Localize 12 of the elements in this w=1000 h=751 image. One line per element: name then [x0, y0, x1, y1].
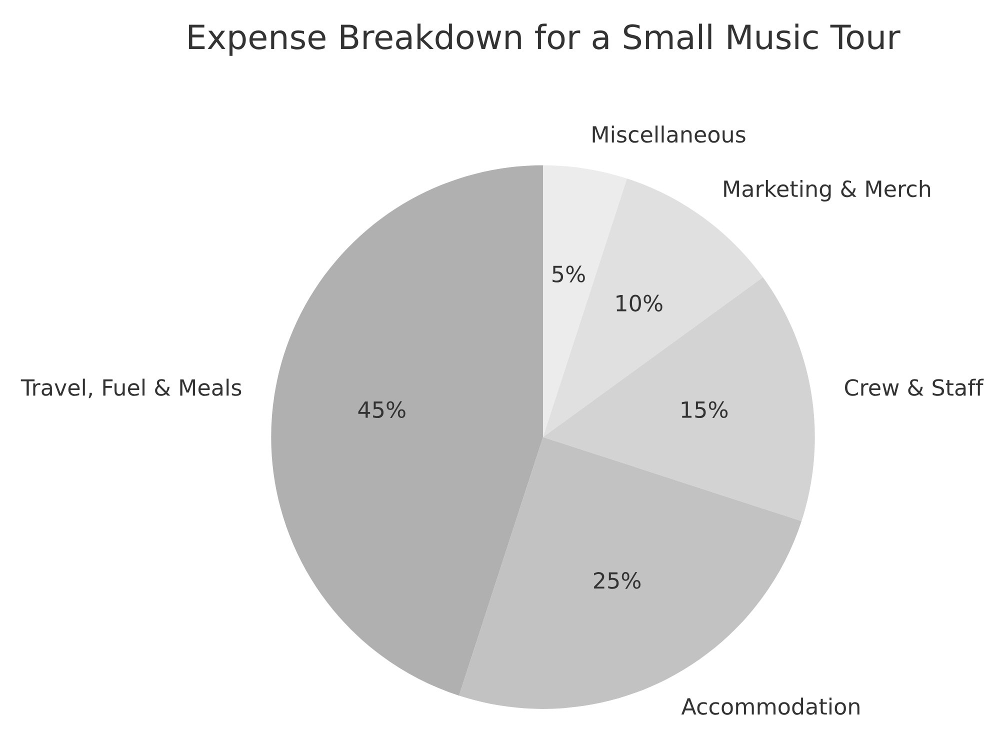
data-label: 5% [552, 266, 585, 282]
pie-slice [271, 165, 543, 696]
slice-label: Travel, Fuel & Meals [20, 378, 242, 398]
chart-title: Expense Breakdown for a Small Music Tour [188, 24, 900, 56]
data-label: 25% [594, 572, 641, 589]
slice-label: Marketing & Merch [724, 180, 930, 202]
slice-label: Miscellaneous [592, 126, 746, 143]
slice-label: Crew & Staff [844, 378, 984, 396]
data-label: 10% [616, 294, 662, 312]
slice-label: Accommodation [681, 698, 860, 715]
data-label: 15% [682, 401, 728, 418]
data-label: 45% [358, 401, 406, 418]
